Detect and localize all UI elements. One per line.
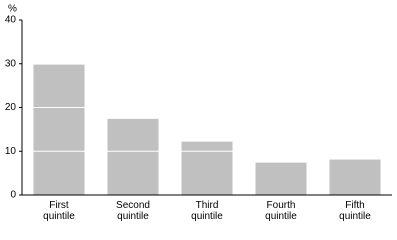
bar — [255, 162, 307, 195]
y-tick-label: 30 — [5, 58, 17, 69]
y-tick-label: 20 — [5, 102, 17, 113]
y-tick-label: 40 — [5, 15, 17, 26]
chart: % 0 10 20 30 40 First quintile Second quintil… — [5, 4, 392, 222]
chart-svg: % 0 10 20 30 40 — [5, 4, 392, 201]
y-axis-label: % — [8, 4, 17, 15]
bar — [329, 159, 381, 195]
bar — [107, 118, 159, 195]
x-tick-label: Third quintile — [191, 200, 223, 222]
x-tick-label: Fourth quintile — [265, 200, 297, 222]
x-tick-label: Second quintile — [116, 200, 150, 222]
y-tick-label: 0 — [10, 190, 16, 201]
x-tick-label: First quintile — [43, 200, 75, 222]
bar — [33, 64, 85, 195]
bar — [181, 141, 233, 195]
y-tick-label: 10 — [5, 146, 17, 157]
x-tick-label: Fifth quintile — [339, 200, 371, 222]
